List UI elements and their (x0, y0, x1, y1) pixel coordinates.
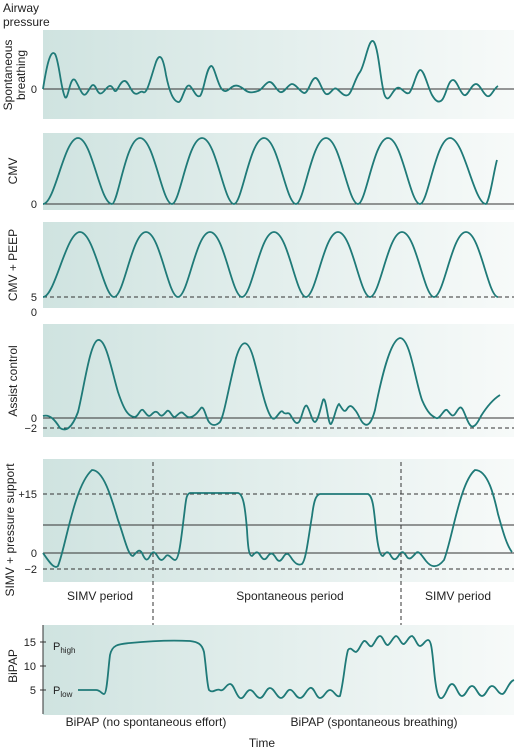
tick-peep: 5 (31, 292, 37, 304)
panel-label-line1: Spontaneous (1, 40, 15, 111)
panel-background (43, 625, 514, 715)
period-label-spontaneous: Spontaneous period (236, 589, 343, 603)
mode-label-no-spontaneous: BiPAP (no spontaneous effort) (66, 715, 227, 729)
cmv-waveform (42, 137, 498, 205)
assist-control-waveform (42, 337, 501, 431)
panel-background (43, 133, 514, 210)
panel-label: CMV (6, 158, 20, 185)
panel-cmv: 0 CMV (6, 133, 514, 211)
tick-minus2: −2 (24, 564, 37, 576)
tick-zero: 0 (31, 413, 37, 425)
tick-15: 15 (24, 637, 36, 649)
panel-background (43, 324, 514, 437)
panel-assist-control: 0 −2 Assist control (6, 324, 514, 437)
tick-zero: 0 (31, 199, 37, 211)
tick-plus15: +15 (18, 489, 37, 501)
tick-minus2: −2 (24, 423, 37, 435)
panel-background (43, 30, 514, 119)
panel-label-line2: breathing (14, 50, 28, 100)
panel-simv-pressure-support: +15 0 −2 SIMV + pressure support SIMV pe… (3, 459, 514, 625)
panel-label: CMV + PEEP (6, 229, 20, 301)
panel-label: Assist control (6, 345, 20, 416)
tick-10: 10 (24, 661, 36, 673)
cmv-peep-waveform (42, 231, 499, 298)
period-label-simv-1: SIMV period (67, 589, 133, 603)
tick-zero: 0 (31, 84, 37, 96)
panel-background (43, 222, 514, 308)
tick-zero: 0 (31, 307, 37, 319)
y-axis-title-line1: Airway (3, 1, 39, 15)
period-label-simv-2: SIMV period (425, 589, 491, 603)
panel-label: BiPAP (6, 649, 20, 683)
panel-bipap: 15 10 5 BiPAP Phigh Plow BiPAP (no spont… (6, 625, 515, 729)
spontaneous-waveform (42, 40, 499, 103)
panel-cmv-peep: 5 0 CMV + PEEP (6, 222, 514, 319)
p-high-label: Phigh (53, 641, 75, 655)
x-axis-title: Time (249, 736, 276, 750)
tick-zero: 0 (31, 548, 37, 560)
bipap-waveform (78, 635, 515, 700)
panel-spontaneous-breathing: 0 Spontaneous breathing (1, 30, 514, 119)
panel-label: SIMV + pressure support (3, 463, 17, 597)
mode-label-spontaneous: BiPAP (spontaneous breathing) (291, 715, 458, 729)
y-axis-title-line2: pressure (3, 15, 50, 29)
panel-background (43, 459, 514, 582)
p-low-label: Plow (53, 685, 73, 699)
tick-5: 5 (30, 685, 36, 697)
simv-ps-waveform (42, 469, 513, 568)
